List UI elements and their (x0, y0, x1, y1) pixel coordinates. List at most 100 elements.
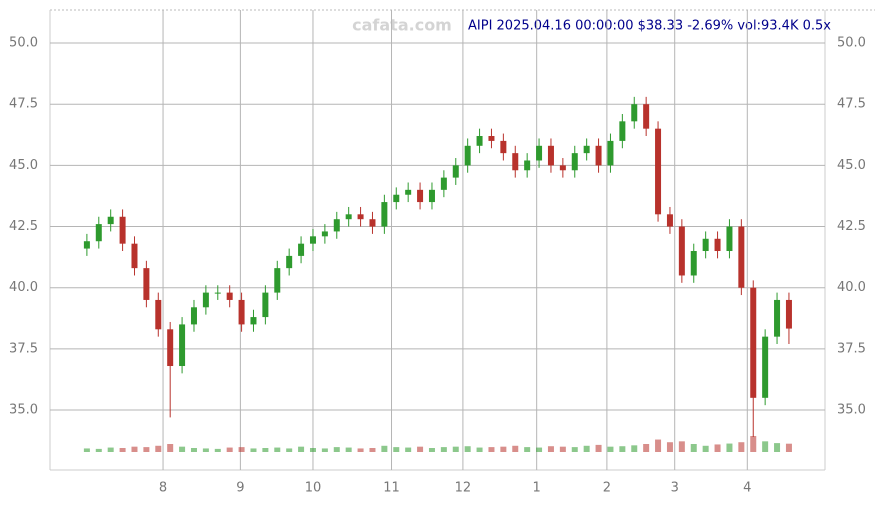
volume-bar (286, 448, 293, 452)
volume-bar (559, 446, 566, 452)
candle-body (571, 153, 578, 171)
candle-body (333, 219, 340, 232)
candle-body (583, 145, 590, 154)
candle-body (417, 189, 424, 203)
candle-body (250, 317, 257, 325)
volume-bar (107, 447, 114, 452)
volume-bar (476, 447, 483, 452)
volume-bar (631, 445, 638, 452)
volume-bar (119, 448, 126, 452)
candle-body (238, 299, 245, 325)
volume-bar (417, 446, 424, 452)
candle-body (95, 224, 102, 242)
candle-body (655, 128, 662, 215)
volume-bar (143, 447, 150, 452)
candle-body (702, 238, 709, 252)
x-tick-label: 3 (671, 481, 679, 496)
candle-body (488, 136, 495, 141)
candle-body (202, 292, 209, 308)
candle-body (167, 329, 174, 367)
candle-body (619, 121, 626, 141)
watermark: cafata.com (352, 16, 452, 35)
volume-bar (536, 447, 543, 452)
candle-body (440, 177, 447, 190)
volume-bar (179, 446, 186, 452)
candle-body (714, 238, 721, 252)
volume-bar (666, 442, 673, 452)
volume-bar (500, 446, 507, 452)
candle-body (155, 299, 162, 330)
y-tick-label: 37.5 (9, 341, 38, 356)
volume-bar (381, 445, 388, 452)
volume-bar (214, 448, 221, 452)
candle-body (214, 292, 221, 294)
volume-bar (595, 444, 602, 452)
candle-body (119, 216, 126, 244)
x-tick-label: 9 (236, 481, 244, 496)
candle-body (369, 219, 376, 227)
x-tick-label: 2 (603, 481, 611, 496)
volume-bar (547, 446, 554, 452)
candle-body (357, 214, 364, 220)
x-tick-label: 1 (533, 481, 541, 496)
candle-body (179, 324, 186, 367)
candle-body (607, 140, 614, 166)
volume-bar (726, 443, 733, 452)
x-tick-label: 12 (455, 481, 472, 496)
volume-bar (678, 441, 685, 452)
candle-body (512, 153, 519, 171)
x-tick-label: 10 (305, 481, 322, 496)
candle-body (262, 292, 269, 318)
candle-body (286, 255, 293, 269)
candle-body (405, 189, 412, 195)
volume-bar (238, 447, 245, 452)
candle-body (83, 241, 90, 249)
volume-bar (524, 447, 531, 452)
volume-bar (190, 448, 197, 452)
candle-body (190, 307, 197, 325)
volume-bar (155, 445, 162, 452)
candle-body (690, 251, 697, 276)
y-tick-label-right: 50.0 (837, 36, 866, 51)
candle-body (524, 160, 531, 171)
candle-body (381, 202, 388, 227)
y-tick-label-right: 40.0 (837, 280, 866, 295)
candle-body (547, 145, 554, 166)
candle-body (738, 226, 745, 288)
volume-bar (512, 445, 519, 452)
candle-body (631, 104, 638, 122)
volume-bar (262, 448, 269, 452)
volume-bar (774, 443, 781, 452)
volume-bar (202, 448, 209, 452)
candle-body (595, 145, 602, 166)
candle-body (559, 165, 566, 171)
volume-bar (405, 447, 412, 452)
y-tick-label: 42.5 (9, 219, 38, 234)
candle-body (643, 104, 650, 129)
volume-bar (785, 443, 792, 452)
volume-bar (655, 439, 662, 452)
x-tick-label: 4 (743, 481, 751, 496)
volume-bar (690, 444, 697, 452)
candle-body (274, 268, 281, 293)
volume-bar (345, 447, 352, 452)
volume-bar (440, 447, 447, 452)
y-tick-label-right: 35.0 (837, 403, 866, 418)
y-tick-label-right: 45.0 (837, 158, 866, 173)
volume-bar (131, 446, 138, 452)
candle-body (131, 243, 138, 269)
volume-bar (583, 445, 590, 452)
candle-body (500, 140, 507, 154)
volume-bar (83, 448, 90, 452)
volume-bar (452, 446, 459, 452)
volume-bar (619, 446, 626, 452)
candle-body (785, 299, 792, 329)
y-tick-label: 50.0 (9, 36, 38, 51)
candle-body (678, 226, 685, 276)
volume-bar (369, 448, 376, 452)
candle-body (393, 194, 400, 203)
candle-body (726, 226, 733, 252)
volume-bar (298, 446, 305, 452)
candle-body (107, 216, 114, 225)
